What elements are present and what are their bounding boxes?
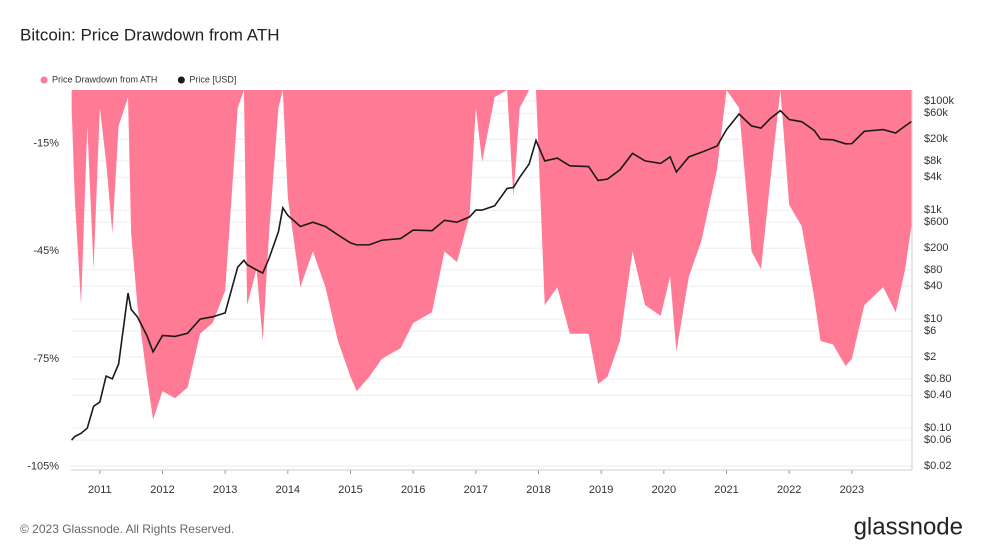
y2-tick-label: $0.10 (924, 422, 952, 434)
chart-title: Bitcoin: Price Drawdown from ATH (20, 25, 279, 44)
x-tick-label: 2023 (840, 484, 864, 496)
y2-tick-label: $80 (924, 264, 942, 276)
y-tick-label: -75% (33, 353, 59, 365)
y-tick-label: -15% (33, 138, 59, 150)
x-tick-label: 2020 (652, 484, 676, 496)
y-tick-label: -105% (27, 460, 59, 472)
x-tick-label: 2022 (777, 484, 801, 496)
x-tick-label: 2016 (401, 484, 425, 496)
x-tick-label: 2014 (276, 484, 300, 496)
x-tick-label: 2015 (338, 484, 362, 496)
x-tick-label: 2012 (150, 484, 174, 496)
y2-tick-label: $0.80 (924, 373, 952, 385)
y2-tick-label: $2 (924, 351, 936, 363)
y2-tick-label: $0.06 (924, 434, 952, 446)
x-tick-label: 2021 (714, 484, 738, 496)
y2-tick-label: $60k (924, 107, 948, 119)
y2-tick-label: $10 (924, 313, 942, 325)
y2-tick-label: $4k (924, 171, 942, 183)
y2-tick-label: $0.40 (924, 389, 952, 401)
x-tick-label: 2017 (464, 484, 488, 496)
footer: © 2023 Glassnode. All Rights Reserved. (20, 522, 234, 536)
y-tick-label: -45% (33, 245, 59, 257)
x-tick-label: 2013 (213, 484, 237, 496)
legend-label: Price [USD] (189, 74, 236, 84)
y2-tick-label: $100k (924, 95, 954, 107)
y2-tick-label: $8k (924, 155, 942, 167)
y2-tick-label: $600 (924, 216, 948, 228)
price-line (71, 109, 912, 441)
x-tick-label: 2018 (526, 484, 550, 496)
legend-swatch (177, 76, 185, 84)
drawdown-area (71, 90, 912, 420)
y2-tick-label: $40 (924, 280, 942, 292)
y2-tick-label: $0.02 (924, 460, 952, 472)
y2-tick-label: $6 (924, 325, 936, 337)
x-tick-label: 2019 (589, 484, 613, 496)
y2-tick-label: $20k (924, 133, 948, 145)
legend-label: Price Drawdown from ATH (52, 74, 157, 84)
x-tick-label: 2011 (88, 484, 112, 496)
brand-logo: glassnode (854, 513, 963, 540)
y2-tick-label: $200 (924, 242, 948, 254)
y2-tick-label: $1k (924, 204, 942, 216)
legend-swatch (40, 76, 48, 84)
